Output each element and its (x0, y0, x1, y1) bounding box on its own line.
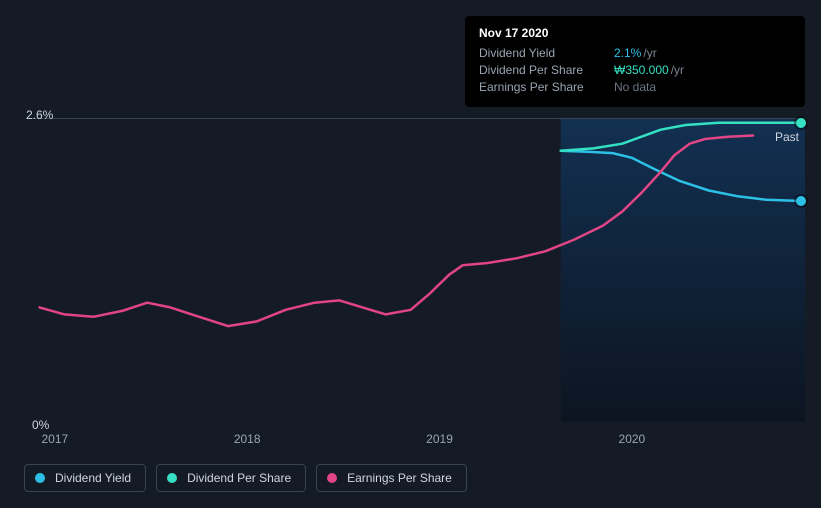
tooltip-row-value: No data (614, 80, 656, 94)
legend-swatch (35, 473, 45, 483)
x-axis-tick: 2018 (234, 432, 261, 446)
legend-swatch (167, 473, 177, 483)
tooltip-row-unit: /yr (643, 46, 656, 60)
tooltip-row-value: ₩350.000 (614, 63, 669, 77)
tooltip-row: Dividend Per Share₩350.000 /yr (479, 63, 791, 77)
y-axis-min-label: 0% (32, 418, 49, 432)
legend-item[interactable]: Dividend Yield (24, 464, 146, 492)
legend-swatch (327, 473, 337, 483)
chart-plot-area: 2.6% 0% Past (26, 118, 805, 422)
x-axis-tick: 2020 (619, 432, 646, 446)
chart-tooltip: Nov 17 2020 Dividend Yield2.1% /yrDivide… (465, 16, 805, 107)
past-period-label: Past (775, 130, 799, 144)
tooltip-row: Earnings Per ShareNo data (479, 80, 791, 94)
tooltip-row-label: Dividend Yield (479, 46, 614, 60)
legend-label: Earnings Per Share (347, 471, 452, 485)
x-axis: 2017 2018 2019 2020 (26, 432, 805, 452)
tooltip-row-value: 2.1% (614, 46, 641, 60)
series-end-handle[interactable] (796, 196, 806, 206)
series-end-handle[interactable] (796, 118, 806, 128)
chart-svg (26, 118, 805, 422)
legend-label: Dividend Yield (55, 471, 131, 485)
tooltip-row-label: Earnings Per Share (479, 80, 614, 94)
x-axis-tick: 2017 (41, 432, 68, 446)
legend-label: Dividend Per Share (187, 471, 291, 485)
legend-item[interactable]: Dividend Per Share (156, 464, 306, 492)
tooltip-row: Dividend Yield2.1% /yr (479, 46, 791, 60)
chart-legend: Dividend Yield Dividend Per Share Earnings… (24, 464, 467, 492)
tooltip-row-unit: /yr (671, 63, 684, 77)
tooltip-row-label: Dividend Per Share (479, 63, 614, 77)
tooltip-date: Nov 17 2020 (479, 26, 791, 40)
y-axis-max-label: 2.6% (26, 108, 53, 122)
legend-item[interactable]: Earnings Per Share (316, 464, 467, 492)
x-axis-tick: 2019 (426, 432, 453, 446)
